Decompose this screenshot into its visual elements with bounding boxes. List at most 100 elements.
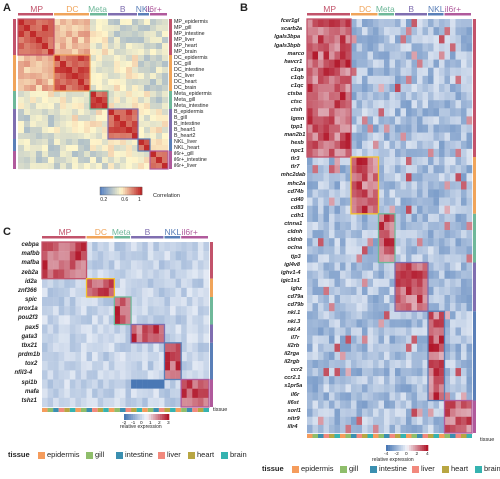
heat-cell-b — [450, 51, 456, 60]
heat-cell-b — [340, 400, 346, 409]
heat-cell-b — [461, 270, 467, 279]
heat-cell-b — [373, 254, 379, 263]
corr-cell — [114, 97, 121, 104]
pb-colorbar-tick: -4 — [384, 452, 389, 457]
heat-cell-b — [323, 157, 330, 166]
corr-cell — [102, 55, 109, 62]
heat-cell-c — [147, 379, 154, 389]
heat-cell-b — [367, 400, 374, 409]
heat-cell-c — [47, 287, 54, 298]
heat-cell-b — [406, 124, 412, 133]
heat-cell-c — [97, 333, 104, 344]
heat-cell-b — [334, 416, 341, 426]
corr-cell — [78, 85, 85, 92]
corr-cell — [24, 79, 31, 86]
pb-tissue-strip — [329, 434, 335, 438]
heat-cell-c — [53, 269, 59, 279]
corr-cell — [126, 139, 133, 146]
heat-cell-b — [307, 124, 313, 133]
corr-cell — [60, 97, 67, 104]
corr-cell — [18, 103, 25, 110]
heat-cell-b — [439, 116, 445, 125]
heat-cell-b — [395, 124, 401, 133]
heat-cell-b — [367, 246, 374, 255]
heat-cell-b — [373, 262, 379, 271]
heat-cell-b — [307, 189, 313, 198]
heat-cell-b — [422, 424, 429, 434]
heat-cell-b — [406, 205, 412, 215]
heat-cell-b — [334, 43, 341, 52]
heat-cell-b — [318, 408, 324, 417]
heat-cell-b — [466, 116, 473, 125]
corr-cell — [60, 109, 67, 116]
corr-colorbar-seg — [114, 187, 118, 195]
panel-b-gene-label: s1pr5a — [284, 383, 303, 390]
pc-header-MP-label: MP — [58, 227, 72, 237]
heat-cell-c — [153, 315, 160, 325]
pc-header-B-bar — [131, 236, 164, 239]
heat-cell-c — [170, 324, 176, 334]
heat-cell-c — [164, 278, 171, 289]
corr-cell — [18, 151, 25, 158]
pb-tissue-strip — [312, 434, 318, 438]
heat-cell-b — [466, 327, 473, 336]
heat-cell-b — [389, 197, 396, 206]
panel-b-gene-label: c1qa — [290, 66, 304, 73]
heat-cell-b — [444, 303, 451, 312]
heat-cell-b — [351, 59, 357, 68]
heat-cell-b — [307, 148, 313, 158]
panel-b-gene-label: tlr3 — [290, 156, 300, 163]
corr-cell — [48, 67, 55, 74]
heat-cell-b — [367, 351, 374, 361]
corr-cell — [60, 139, 67, 146]
corr-cell — [18, 163, 25, 170]
heat-cell-b — [417, 343, 423, 353]
heat-cell-b — [356, 165, 363, 174]
heat-cell-b — [345, 286, 352, 296]
heat-cell-c — [119, 397, 126, 408]
corr-cell — [42, 151, 49, 158]
corr-cell — [60, 91, 67, 98]
heat-cell-b — [378, 157, 385, 166]
corr-cell — [30, 79, 37, 86]
heat-cell-c — [42, 352, 48, 362]
heat-cell-b — [406, 416, 412, 426]
corr-cell — [36, 49, 43, 56]
corr-cell — [96, 73, 103, 80]
heat-cell-b — [345, 157, 352, 166]
heat-cell-b — [378, 262, 385, 271]
corr-cell — [18, 73, 25, 80]
heat-cell-b — [389, 311, 396, 320]
pc-tissue-strip — [75, 408, 81, 412]
heat-cell-b — [323, 262, 330, 271]
heat-cell-c — [64, 361, 71, 371]
corr-cell — [150, 55, 157, 62]
heat-cell-b — [406, 262, 412, 271]
heat-cell-b — [400, 408, 407, 417]
heat-cell-c — [69, 361, 76, 371]
heat-cell-b — [351, 408, 357, 417]
heat-cell-b — [439, 246, 445, 255]
heat-cell-b — [329, 35, 335, 44]
pa-header-B-bar — [108, 13, 137, 16]
heat-cell-b — [422, 19, 429, 28]
heat-cell-b — [334, 343, 341, 353]
heat-cell-c — [58, 370, 65, 380]
heat-cell-b — [318, 311, 324, 320]
corr-cell — [36, 145, 43, 152]
heat-cell-b — [395, 246, 401, 255]
heat-cell-b — [422, 165, 429, 174]
corr-cell — [144, 37, 151, 44]
heat-cell-c — [186, 397, 193, 408]
heat-cell-b — [351, 246, 357, 255]
heat-cell-c — [131, 315, 137, 325]
corr-cell — [150, 127, 157, 134]
corr-cell — [114, 49, 121, 56]
corr-cell — [102, 157, 109, 164]
heat-cell-c — [119, 352, 126, 362]
corr-cell — [108, 55, 115, 62]
heat-cell-b — [406, 376, 412, 385]
corr-cell — [42, 61, 49, 68]
heat-cell-b — [378, 343, 385, 353]
heat-cell-b — [395, 165, 401, 174]
